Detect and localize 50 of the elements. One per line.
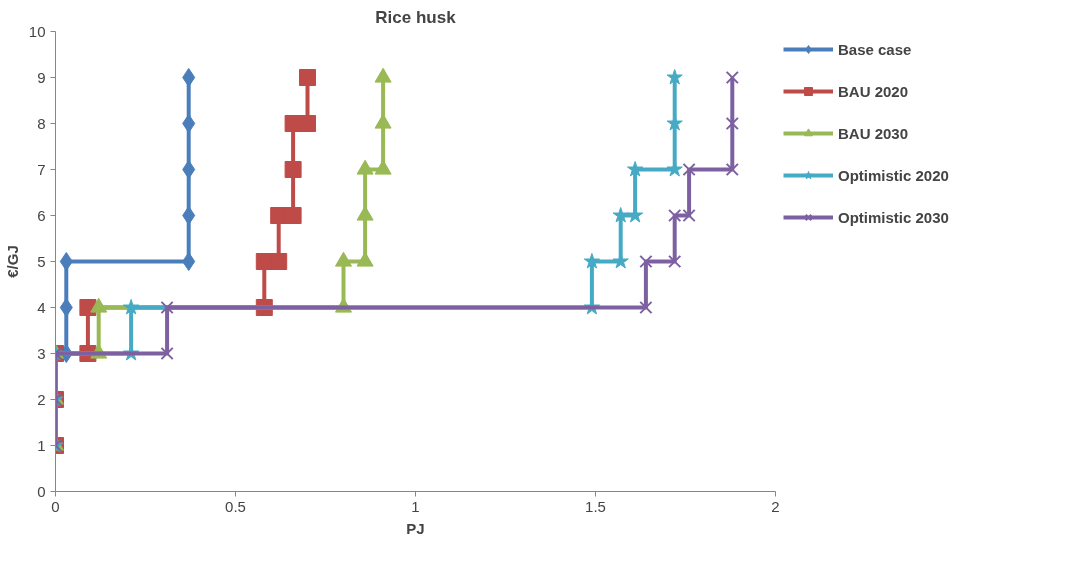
x-axis-title: PJ bbox=[406, 519, 425, 537]
x-tick-label: 1 bbox=[411, 497, 420, 515]
y-tick-label: 9 bbox=[37, 68, 46, 86]
y-axis-title: €/GJ bbox=[3, 245, 21, 278]
legend-label: BAU 2020 bbox=[838, 82, 909, 100]
y-tick-label: 6 bbox=[37, 206, 46, 224]
y-tick-label: 8 bbox=[37, 114, 46, 132]
y-tick-label: 0 bbox=[37, 482, 46, 500]
x-tick-label: 0.5 bbox=[225, 497, 246, 515]
point bbox=[284, 207, 302, 224]
y-tick-label: 5 bbox=[37, 252, 46, 270]
point bbox=[160, 346, 174, 361]
y-tick-label: 1 bbox=[37, 436, 46, 454]
y-tick-label: 3 bbox=[37, 344, 46, 362]
point bbox=[725, 162, 739, 177]
legend-label: Optimistic 2030 bbox=[838, 208, 949, 226]
point bbox=[284, 161, 302, 178]
point bbox=[666, 69, 683, 85]
legend-label: Optimistic 2020 bbox=[838, 166, 949, 184]
point bbox=[160, 300, 174, 315]
x-tick-label: 0 bbox=[51, 497, 60, 515]
point bbox=[182, 206, 196, 225]
point bbox=[182, 252, 196, 271]
point bbox=[299, 69, 316, 86]
point bbox=[299, 115, 316, 132]
point bbox=[626, 161, 644, 177]
point bbox=[612, 207, 629, 223]
chart-title: Rice husk bbox=[375, 7, 457, 27]
y-tick-label: 2 bbox=[37, 390, 46, 408]
point bbox=[122, 299, 140, 315]
point bbox=[682, 162, 696, 177]
point bbox=[59, 252, 73, 271]
point bbox=[639, 254, 653, 269]
y-tick-label: 7 bbox=[37, 160, 46, 178]
y-tick-label: 10 bbox=[28, 22, 46, 40]
point bbox=[59, 298, 73, 317]
legend-label: BAU 2030 bbox=[838, 124, 909, 142]
x-tick-label: 2 bbox=[771, 497, 780, 515]
point bbox=[725, 70, 739, 85]
point bbox=[639, 300, 653, 315]
y-tick-label: 4 bbox=[37, 298, 46, 316]
point bbox=[668, 254, 682, 269]
point bbox=[182, 68, 196, 87]
point bbox=[182, 114, 196, 133]
legend-label: Base case bbox=[838, 40, 912, 58]
x-tick-label: 1.5 bbox=[585, 497, 606, 515]
point bbox=[583, 253, 601, 269]
point bbox=[270, 253, 288, 270]
point bbox=[182, 160, 196, 179]
point bbox=[725, 116, 739, 131]
